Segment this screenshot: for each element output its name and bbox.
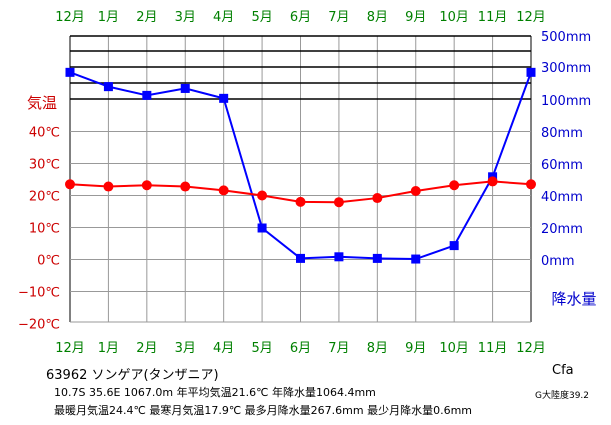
month-label-bottom: 1月 (98, 341, 119, 356)
month-label-top: 7月 (328, 10, 349, 25)
precipitation-point (449, 241, 459, 251)
precipitation-point (372, 253, 382, 263)
precipitation-point (334, 252, 344, 262)
month-label-bottom: 11月 (478, 341, 508, 356)
temperature-point (333, 197, 344, 208)
month-label-top: 2月 (136, 10, 157, 25)
month-label-bottom: 12月 (516, 341, 546, 356)
month-label-bottom: 7月 (328, 341, 349, 356)
temperature-point (372, 193, 383, 204)
temperature-tick-label: 40℃ (29, 126, 60, 141)
station-name: 63962 ソンゲア(タンザニア) (46, 368, 219, 383)
precipitation-point (526, 67, 536, 77)
temperature-series (65, 176, 536, 208)
month-label-top: 1月 (98, 10, 119, 25)
precipitation-point (142, 90, 152, 100)
month-label-top: 8月 (367, 10, 388, 25)
temperature-tick-label: 20℃ (29, 190, 60, 205)
temperature-point (257, 190, 268, 201)
precipitation-series (65, 67, 536, 264)
temperature-tick-label: 10℃ (29, 222, 60, 237)
precipitation-tick-label: 500mm (541, 30, 591, 45)
month-label-bottom: 3月 (175, 341, 196, 356)
precipitation-point (219, 93, 229, 103)
temperature-axis: 気温 40℃ 30℃ 20℃ 10℃ 0℃ −10℃ −20℃ (18, 94, 60, 333)
precipitation-axis: 500mm 300mm 100mm 80mm 60mm 40mm 20mm 0mm 降水量 (541, 30, 597, 308)
precipitation-point (257, 223, 267, 233)
precipitation-axis-label: 降水量 (551, 290, 596, 308)
temperature-tick-label: 0℃ (37, 254, 60, 269)
month-label-bottom: 6月 (290, 341, 311, 356)
month-label-bottom: 5月 (251, 341, 272, 356)
precipitation-point (296, 253, 305, 263)
month-label-bottom: 4月 (213, 341, 234, 356)
temperature-point (141, 180, 152, 191)
station-extremes: 最暖月気温24.4℃ 最寒月気温17.9℃ 最多月降水量267.6mm 最少月降… (54, 404, 473, 417)
temperature-point (103, 181, 114, 192)
top-month-labels: 12月 1月 2月 3月 4月 5月 6月 7月 8月 9月 10月 11月 12月 (55, 10, 546, 25)
precipitation-tick-label: 0mm (541, 254, 575, 269)
month-label-bottom: 9月 (405, 341, 426, 356)
bottom-month-labels: 12月 1月 2月 3月 4月 5月 6月 7月 8月 9月 10月 11月 12月 (55, 341, 546, 356)
month-label-top: 9月 (405, 10, 426, 25)
precipitation-tick-label: 60mm (541, 158, 583, 173)
month-label-top: 6月 (290, 10, 311, 25)
climate-class: Cfa (552, 363, 574, 378)
month-label-top: 5月 (251, 10, 272, 25)
precipitation-point (103, 82, 113, 92)
precipitation-tick-label: 100mm (541, 94, 591, 109)
precipitation-point (180, 83, 190, 93)
temperature-tick-label: 30℃ (29, 158, 60, 173)
precipitation-tick-label: 80mm (541, 126, 583, 141)
precipitation-point (65, 67, 75, 77)
precipitation-tick-label: 40mm (541, 190, 583, 205)
temperature-point (526, 179, 536, 190)
temperature-axis-label: 気温 (27, 94, 57, 112)
temperature-point (295, 196, 306, 207)
month-label-bottom: 8月 (367, 341, 388, 356)
temperature-point (65, 179, 75, 190)
temperature-point (449, 180, 460, 191)
chart-grid (69, 35, 532, 323)
temperature-point (180, 181, 191, 192)
month-label-top: 10月 (439, 10, 469, 25)
temperature-tick-label: −20℃ (18, 318, 60, 333)
continentality-index: G大陸度39.2 (535, 391, 590, 401)
precipitation-point (411, 254, 421, 264)
precipitation-tick-label: 20mm (541, 222, 583, 237)
temperature-point (410, 186, 421, 197)
temperature-point (487, 176, 498, 187)
month-label-bottom: 10月 (439, 341, 469, 356)
month-label-top: 11月 (478, 10, 508, 25)
month-label-top: 12月 (55, 10, 85, 25)
temperature-point (218, 185, 229, 196)
month-label-bottom: 2月 (136, 341, 157, 356)
station-summary: 10.7S 35.6E 1067.0m 年平均気温21.6℃ 年降水量1064.… (54, 386, 376, 399)
month-label-top: 4月 (213, 10, 234, 25)
month-label-top: 3月 (175, 10, 196, 25)
month-label-bottom: 12月 (55, 341, 85, 356)
precipitation-tick-label: 300mm (541, 61, 591, 76)
month-label-top: 12月 (516, 10, 546, 25)
temperature-tick-label: −10℃ (18, 286, 60, 301)
